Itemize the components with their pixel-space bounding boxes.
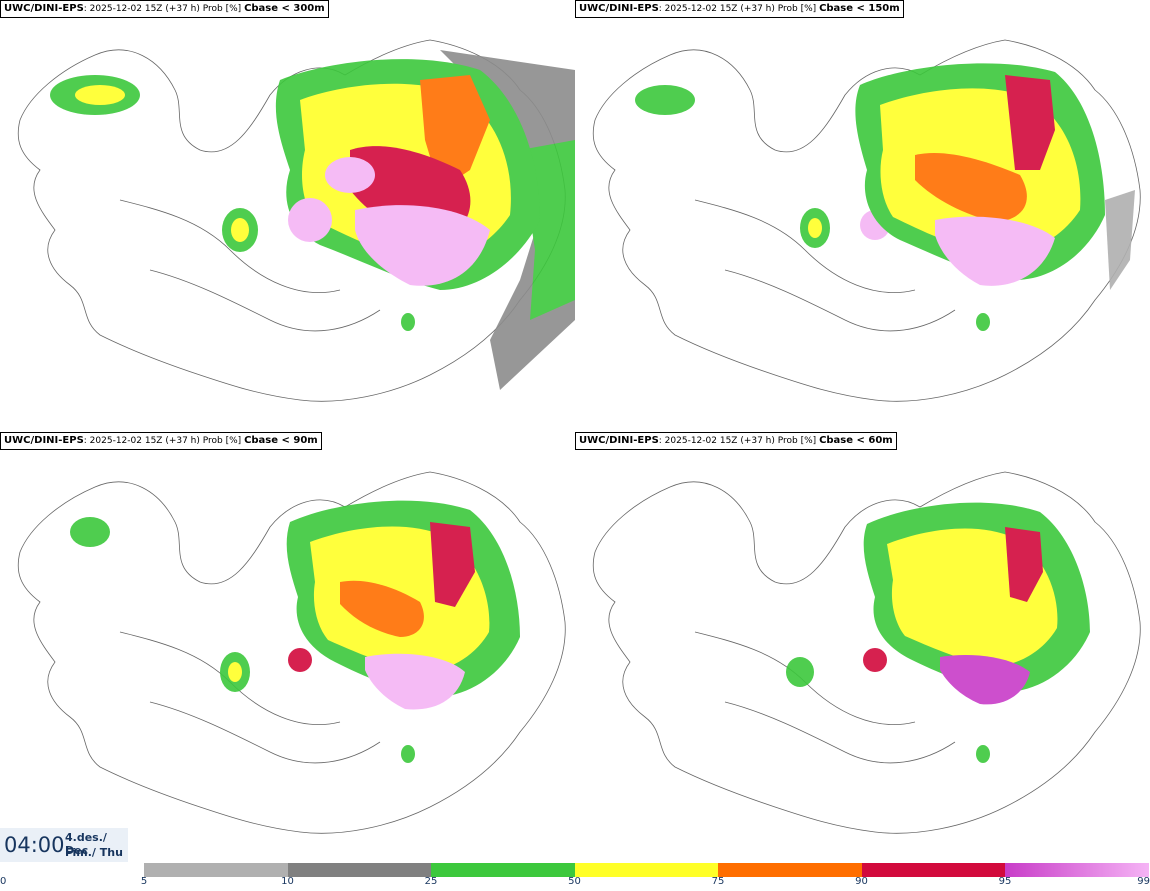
colorbar-segment <box>431 863 575 877</box>
param-label: Cbase < 150m <box>819 3 900 14</box>
colorbar-segment <box>861 863 1005 877</box>
valid-time-box: 04:00 4.des./ Dec Fim./ Thu <box>0 828 128 862</box>
iceland-map-90m <box>17 471 566 834</box>
iceland-map-60m <box>592 471 1141 834</box>
colorbar-tick-label: 75 <box>711 876 725 887</box>
colorbar-segment <box>718 863 862 877</box>
map-panel-300m: UWC/DINI-EPS: 2025-12-02 15Z (+37 h) Pro… <box>0 0 575 432</box>
run-label: 2025-12-02 15Z (+37 h) Prob [%] <box>664 4 817 14</box>
panel-header: UWC/DINI-EPS: 2025-12-02 15Z (+37 h) Pro… <box>0 0 329 18</box>
probability-colorbar: 0 5 10 25 50 75 90 95 99 <box>0 863 1150 891</box>
colorbar-segment <box>1005 863 1149 877</box>
colorbar-tick-label: 25 <box>424 876 438 887</box>
colorbar-segment <box>144 863 288 877</box>
map-panel-150m: UWC/DINI-EPS: 2025-12-02 15Z (+37 h) Pro… <box>575 0 1150 432</box>
valid-weekday: Fim./ Thu <box>65 846 123 859</box>
colorbar-tick-label: 99 <box>1137 876 1150 887</box>
colorbar-tick-label: 10 <box>281 876 294 887</box>
colorbar-tick-label: 5 <box>140 876 148 887</box>
iceland-map-150m <box>592 39 1141 402</box>
map-panel-90m: UWC/DINI-EPS: 2025-12-02 15Z (+37 h) Pro… <box>0 432 575 864</box>
panel-header: UWC/DINI-EPS: 2025-12-02 15Z (+37 h) Pro… <box>575 0 904 18</box>
param-label: Cbase < 300m <box>244 3 325 14</box>
valid-time: 04:00 <box>4 833 65 857</box>
panel-header: UWC/DINI-EPS: 2025-12-02 15Z (+37 h) Pro… <box>575 432 897 450</box>
run-label: 2025-12-02 15Z (+37 h) Prob [%] <box>89 4 242 14</box>
colorbar-tick-label: 50 <box>568 876 581 887</box>
valid-date: 4.des./ Dec <box>65 831 107 857</box>
colorbar-segment <box>287 863 431 877</box>
colorbar-tick-label: 95 <box>998 876 1012 887</box>
model-label: UWC/DINI-EPS <box>579 3 659 14</box>
colorbar-segment <box>574 863 718 877</box>
run-label: 2025-12-02 15Z (+37 h) Prob [%] <box>664 436 817 446</box>
colorbar-tick-label: 0 <box>0 876 7 887</box>
model-label: UWC/DINI-EPS <box>4 435 84 446</box>
colorbar-tick-label: 90 <box>855 876 868 887</box>
param-label: Cbase < 90m <box>244 435 318 446</box>
param-label: Cbase < 60m <box>819 435 893 446</box>
model-label: UWC/DINI-EPS <box>4 3 84 14</box>
panel-header: UWC/DINI-EPS: 2025-12-02 15Z (+37 h) Pro… <box>0 432 322 450</box>
map-panel-60m: UWC/DINI-EPS: 2025-12-02 15Z (+37 h) Pro… <box>575 432 1150 864</box>
run-label: 2025-12-02 15Z (+37 h) Prob [%] <box>89 436 242 446</box>
iceland-map-300m <box>17 39 575 402</box>
model-label: UWC/DINI-EPS <box>579 435 659 446</box>
